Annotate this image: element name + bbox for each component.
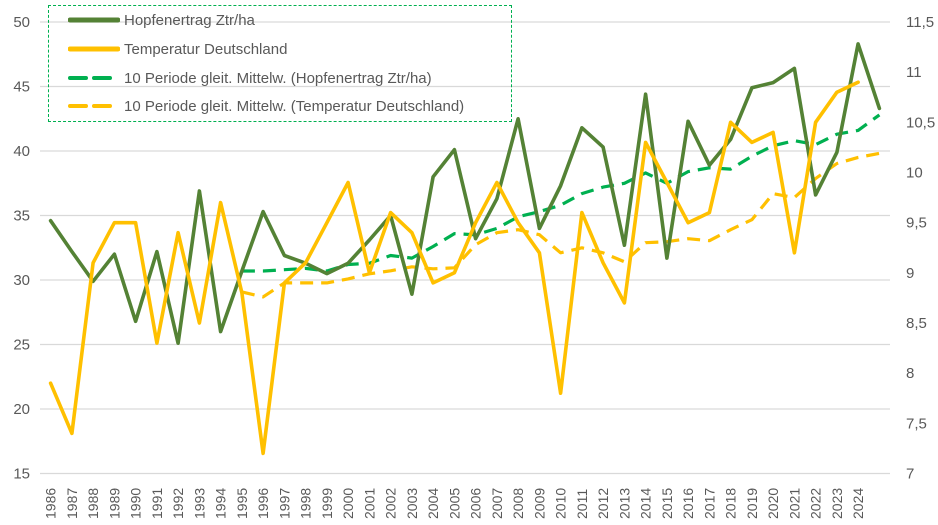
- legend-label: Temperatur Deutschland: [124, 40, 288, 58]
- x-tick-label: 2021: [786, 488, 802, 519]
- x-tick-label: 2010: [553, 488, 569, 519]
- x-tick-label: 2013: [616, 488, 632, 519]
- y2-tick-label: 9: [906, 265, 914, 282]
- x-tick-label: 2024: [850, 488, 866, 519]
- legend-swatch-dashed-green: [68, 68, 120, 88]
- y2-tick-label: 7: [906, 466, 914, 483]
- y2-tick-label: 9,5: [906, 215, 927, 232]
- x-tick-label: 2011: [574, 489, 590, 519]
- y-tick-label: 50: [13, 14, 30, 31]
- y-axis-left: 15 20 25 30 35 40 45 50: [13, 14, 30, 483]
- x-tick-label: 1997: [276, 488, 292, 519]
- x-tick-label: 2019: [744, 488, 760, 519]
- x-tick-label: 2008: [510, 488, 526, 519]
- x-tick-label: 1992: [170, 488, 186, 519]
- x-tick-label: 2016: [680, 488, 696, 519]
- x-tick-label: 1989: [106, 488, 122, 519]
- x-tick-label: 2017: [701, 488, 717, 519]
- x-tick-label: 2020: [765, 488, 781, 519]
- x-tick-label: 1994: [213, 488, 229, 519]
- y2-tick-label: 11: [906, 64, 922, 81]
- series-line-3: [241, 151, 880, 299]
- x-tick-label: 1993: [191, 488, 207, 519]
- x-tick-label: 2009: [531, 488, 547, 519]
- x-tick-label: 2014: [638, 488, 654, 519]
- x-tick-label: 1987: [64, 488, 80, 519]
- y2-tick-label: 7,5: [906, 415, 927, 432]
- x-tick-label: 1986: [43, 488, 59, 519]
- x-tick-label: 2012: [595, 488, 611, 519]
- y2-tick-label: 10: [906, 165, 923, 182]
- x-tick-label: 1995: [234, 488, 250, 519]
- x-tick-label: 2022: [808, 488, 824, 519]
- gridlines: [40, 21, 890, 475]
- y-tick-label: 45: [13, 79, 30, 96]
- x-tick-label: 2007: [489, 488, 505, 519]
- x-tick-label: 2018: [723, 488, 739, 519]
- y-tick-label: 40: [13, 143, 30, 160]
- x-tick-label: 1998: [298, 488, 314, 519]
- x-tick-label: 2015: [659, 488, 675, 519]
- y-axis-right: 7 7,5 8 8,5 9 9,5 10 10,5 11 11,5: [906, 14, 935, 483]
- legend-item-temperatur-moving-average[interactable]: 10 Periode gleit. Mittelw. (Temperatur D…: [68, 96, 464, 116]
- legend-item-hopfenertrag-moving-average[interactable]: 10 Periode gleit. Mittelw. (Hopfenertrag…: [68, 68, 432, 88]
- legend-item-temperatur[interactable]: Temperatur Deutschland: [68, 39, 287, 59]
- x-tick-label: 2023: [829, 488, 845, 519]
- y2-tick-label: 11,5: [906, 14, 934, 31]
- y-tick-label: 20: [13, 401, 30, 418]
- y-tick-label: 25: [13, 337, 30, 354]
- x-tick-label: 2006: [468, 488, 484, 519]
- x-tick-label: 2000: [340, 488, 356, 519]
- y2-tick-label: 8,5: [906, 315, 927, 332]
- x-tick-label: 2004: [425, 488, 441, 519]
- x-tick-label: 1996: [255, 488, 271, 519]
- x-axis: 1986 1987 1988 1989 1990 1991 1992 1993 1994 1995…: [43, 488, 867, 519]
- legend-swatch-dashed-yellow: [68, 96, 120, 116]
- plot-area: [48, 42, 882, 456]
- y-tick-label: 35: [13, 208, 30, 225]
- series-line-0: [48, 42, 882, 345]
- legend-swatch-solid-dark-green: [68, 10, 120, 30]
- series-line-1: [48, 80, 860, 456]
- legend-item-hopfenertrag[interactable]: Hopfenertrag Ztr/ha: [68, 10, 255, 30]
- y-tick-label: 15: [13, 466, 30, 483]
- y2-tick-label: 8: [906, 365, 914, 382]
- legend-label: 10 Periode gleit. Mittelw. (Temperatur D…: [124, 97, 465, 115]
- legend-swatch-solid-yellow: [68, 39, 120, 59]
- legend-label: 10 Periode gleit. Mittelw. (Hopfenertrag…: [124, 69, 432, 87]
- x-tick-label: 1999: [319, 488, 335, 519]
- x-tick-label: 1990: [128, 488, 144, 519]
- x-tick-label: 2001: [361, 488, 377, 519]
- x-tick-label: 2003: [404, 488, 420, 519]
- x-tick-label: 1988: [85, 488, 101, 519]
- x-tick-label: 2005: [446, 488, 462, 519]
- legend: Hopfenertrag Ztr/ha Temperatur Deutschla…: [48, 5, 512, 122]
- legend-label: Hopfenertrag Ztr/ha: [124, 11, 255, 29]
- x-tick-label: 2002: [383, 488, 399, 519]
- x-tick-label: 1991: [149, 488, 165, 519]
- y-tick-label: 30: [13, 272, 30, 289]
- y2-tick-label: 10,5: [906, 114, 935, 131]
